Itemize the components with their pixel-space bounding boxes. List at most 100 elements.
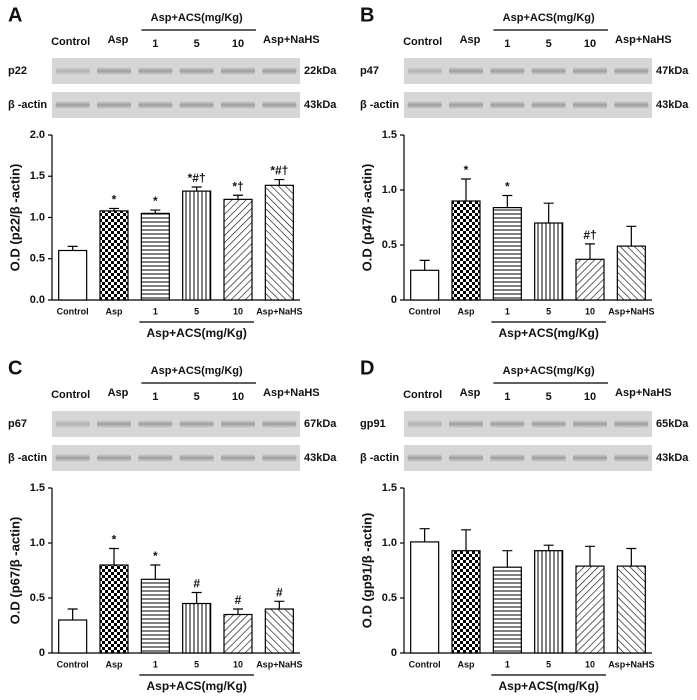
significance: *†	[232, 179, 243, 193]
blot-band	[531, 66, 566, 76]
x-tick-label: Asp	[105, 659, 123, 669]
bar	[140, 578, 170, 654]
x-group-label: Asp+ACS(mg/Kg)	[146, 679, 246, 693]
blot-size: 43kDa	[304, 452, 337, 464]
panel-label: A	[8, 4, 22, 26]
blot-protein: gp91	[360, 418, 386, 430]
x-tick-label: 1	[153, 659, 158, 669]
blot-size: 43kDa	[656, 452, 689, 464]
bar	[58, 249, 88, 301]
blot-band	[179, 66, 214, 76]
dose-label: 5	[546, 38, 552, 50]
bar	[575, 565, 605, 654]
y-tick-label: 1.0	[382, 537, 397, 549]
blot-band	[490, 453, 525, 463]
y-tick-label: 0.5	[382, 239, 397, 251]
blot-protein: β -actin	[360, 99, 399, 111]
bar	[410, 541, 440, 654]
blot-band	[55, 453, 90, 463]
blot-band	[179, 453, 214, 463]
blot-band	[573, 100, 607, 110]
blot-band	[531, 419, 566, 429]
x-group-label: Asp+ACS(mg/Kg)	[498, 679, 598, 693]
error-bar	[233, 608, 243, 615]
y-tick-label: 1.0	[30, 211, 45, 223]
panel-label: C	[8, 357, 22, 379]
blot-band	[407, 419, 442, 429]
group-label: Asp+ACS(mg/Kg)	[503, 12, 595, 24]
x-tick-label: Control	[409, 659, 441, 669]
blot-band	[531, 453, 566, 463]
lane-label: Asp	[108, 34, 129, 46]
x-tick-label: 10	[585, 306, 595, 316]
y-tick-label: 2.0	[30, 129, 45, 141]
y-axis-label: O.D (p22/β -actin)	[7, 164, 22, 272]
blot-band	[97, 419, 131, 429]
blot-strip	[404, 92, 652, 118]
dose-label: 5	[194, 38, 200, 50]
error-bar	[502, 194, 513, 208]
blot-band	[179, 100, 214, 110]
blot-band	[407, 66, 442, 76]
bar	[492, 566, 522, 654]
blot-band	[449, 66, 483, 76]
bar	[182, 190, 212, 301]
bar	[534, 222, 564, 301]
lane-label: Asp	[460, 387, 481, 399]
blot-band	[138, 453, 173, 463]
bar	[182, 602, 212, 654]
y-tick-label: 0	[391, 294, 397, 306]
bar	[223, 613, 253, 654]
error-bar	[543, 202, 554, 223]
lane-label: Asp+NaHS	[263, 387, 320, 399]
y-tick-label: 1.5	[382, 129, 397, 141]
x-tick-label: Asp	[457, 306, 475, 316]
blot-band	[614, 100, 649, 110]
x-group-label: Asp+ACS(mg/Kg)	[498, 326, 598, 340]
bar	[451, 200, 481, 301]
dose-label: 1	[152, 391, 158, 403]
y-tick-label: 1.5	[30, 482, 45, 494]
error-bar	[150, 209, 161, 214]
x-tick-label: Asp+NaHS	[608, 659, 654, 669]
dose-label: 1	[152, 38, 158, 50]
blot-band	[97, 453, 131, 463]
group-label: Asp+ACS(mg/Kg)	[151, 365, 243, 377]
error-bar	[461, 178, 471, 201]
blot-size: 65kDa	[656, 418, 689, 430]
y-axis-label: O.D (gp91/β -actin)	[359, 513, 374, 629]
blot-band	[138, 66, 173, 76]
bar	[140, 212, 170, 301]
y-tick-label: 0	[39, 647, 45, 659]
blot-band	[531, 100, 566, 110]
lane-label: Asp+NaHS	[263, 34, 320, 46]
lane-label: Control	[51, 389, 90, 401]
blot-band	[55, 100, 90, 110]
lane-label: Control	[403, 36, 442, 48]
x-tick-label: 10	[585, 659, 595, 669]
blot-protein: p47	[360, 65, 379, 77]
blot-size: 47kDa	[656, 65, 689, 77]
error-bar	[67, 608, 78, 620]
error-bar	[274, 178, 285, 186]
significance: *#†	[188, 171, 206, 185]
bar	[99, 564, 129, 654]
dose-label: 5	[546, 391, 552, 403]
y-axis-label: O.D (p47/β -actin)	[359, 164, 374, 272]
blot-band	[573, 66, 607, 76]
dose-label: 10	[232, 38, 244, 50]
error-bar	[543, 544, 554, 551]
significance: #	[235, 593, 242, 607]
x-tick-label: Asp+NaHS	[256, 659, 302, 669]
blot-band	[573, 453, 607, 463]
error-bar	[109, 547, 119, 565]
blot-band	[262, 100, 297, 110]
significance: *	[112, 533, 117, 547]
blot-strip	[52, 92, 300, 118]
blot-protein: β -actin	[8, 99, 47, 111]
x-tick-label: 1	[505, 659, 510, 669]
panel: A Control Asp Asp+ACS(mg/Kg) 1 5 10 Asp+NaHS p22…	[7, 4, 337, 340]
error-bar	[419, 528, 430, 542]
bar	[616, 245, 646, 301]
blot-band	[221, 66, 255, 76]
